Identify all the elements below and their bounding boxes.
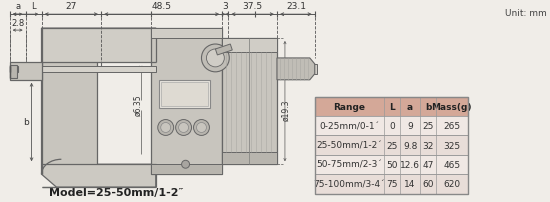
Text: 48.5: 48.5: [152, 2, 172, 11]
Text: 25: 25: [387, 141, 398, 150]
Bar: [41, 29, 156, 63]
Bar: [315, 136, 468, 155]
Polygon shape: [216, 45, 232, 56]
Text: 265: 265: [443, 122, 460, 131]
Text: Range: Range: [333, 102, 366, 111]
Text: 47: 47: [422, 160, 434, 169]
Text: 9.8: 9.8: [403, 141, 417, 150]
Polygon shape: [151, 29, 222, 39]
Bar: [315, 155, 468, 174]
Text: 50-75mm/2-3´: 50-75mm/2-3´: [317, 160, 382, 169]
Circle shape: [175, 120, 191, 136]
Text: 620: 620: [443, 180, 460, 188]
Text: 37.5: 37.5: [242, 2, 262, 11]
Text: 9: 9: [407, 122, 413, 131]
Circle shape: [179, 123, 189, 133]
Bar: [315, 97, 468, 117]
Text: 27: 27: [65, 2, 77, 11]
Polygon shape: [151, 164, 222, 174]
Circle shape: [206, 50, 224, 67]
Circle shape: [196, 123, 206, 133]
Text: L: L: [389, 102, 395, 111]
Text: 2.8: 2.8: [11, 19, 24, 28]
Text: 32: 32: [422, 141, 434, 150]
Bar: [151, 29, 222, 174]
Circle shape: [161, 123, 170, 133]
Text: b: b: [23, 117, 29, 126]
Text: Model=25-50mm/1-2″: Model=25-50mm/1-2″: [49, 187, 183, 197]
Text: 25-50mm/1-2´: 25-50mm/1-2´: [317, 141, 382, 150]
Text: 465: 465: [443, 160, 460, 169]
Text: 0: 0: [389, 122, 395, 131]
Text: ø19.3: ø19.3: [282, 99, 291, 121]
Polygon shape: [41, 29, 156, 187]
Circle shape: [201, 45, 229, 73]
Circle shape: [158, 120, 174, 136]
Text: 0-25mm/0-1´: 0-25mm/0-1´: [320, 122, 379, 131]
Text: 12.6: 12.6: [400, 160, 420, 169]
Polygon shape: [222, 39, 277, 53]
Text: Unit: mm: Unit: mm: [504, 9, 546, 18]
Bar: [315, 117, 468, 136]
Polygon shape: [277, 59, 315, 80]
Circle shape: [182, 160, 190, 168]
Text: Mass(g): Mass(g): [432, 102, 472, 111]
Bar: [10, 66, 18, 73]
Bar: [277, 65, 317, 75]
Text: a: a: [15, 2, 20, 11]
Text: 14: 14: [404, 180, 416, 188]
Polygon shape: [222, 153, 277, 164]
Text: a: a: [407, 102, 413, 111]
Text: 75-100mm/3-4´: 75-100mm/3-4´: [314, 180, 386, 188]
Polygon shape: [10, 63, 41, 80]
Bar: [315, 97, 468, 194]
Bar: [16, 66, 156, 73]
Text: 50: 50: [387, 160, 398, 169]
Bar: [41, 29, 97, 164]
Text: 3: 3: [222, 2, 228, 11]
Polygon shape: [10, 66, 16, 78]
Text: 75: 75: [387, 180, 398, 188]
Bar: [161, 82, 208, 106]
Text: 60: 60: [422, 180, 434, 188]
Text: ø6.35: ø6.35: [134, 94, 143, 116]
Bar: [222, 39, 277, 164]
Bar: [315, 174, 468, 194]
Circle shape: [194, 120, 210, 136]
Text: 325: 325: [443, 141, 460, 150]
Text: 23.1: 23.1: [286, 2, 306, 11]
Text: L: L: [31, 2, 36, 11]
Text: b: b: [425, 102, 431, 111]
Bar: [159, 80, 211, 108]
Text: 25: 25: [422, 122, 434, 131]
